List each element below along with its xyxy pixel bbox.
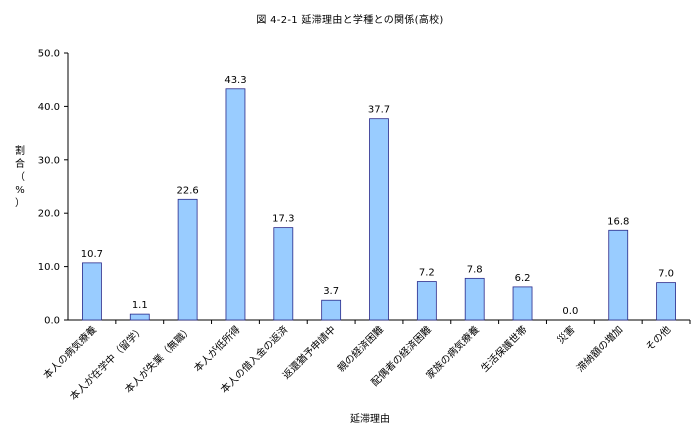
bar [177,198,198,321]
data-label: 7.2 [419,268,435,279]
data-label: 7.0 [658,269,674,280]
y-tick-label: 0.0 [44,316,60,327]
bar [321,299,342,321]
bar [608,229,629,321]
data-label: 0.0 [562,306,578,317]
bar [512,286,533,321]
data-label: 10.7 [81,249,103,260]
x-tick-label: 親の経済困難 [335,323,387,375]
data-label: 17.3 [272,214,294,225]
bar [225,88,246,321]
y-tick-label: 40.0 [38,102,60,113]
x-tick-label: 滞納額の増加 [574,323,626,375]
x-axis-label: 延滞理由 [350,414,390,425]
data-label: 37.7 [368,105,390,116]
y-tick-label: 50.0 [38,49,60,60]
data-label: 16.8 [607,216,629,227]
bar [464,277,485,321]
y-tick-label: 20.0 [38,209,60,220]
bar [656,282,676,321]
x-tick-label: その他 [643,323,673,353]
chart-title: 図 4-2-1 延滞理由と学種との関係(高校) [256,15,444,26]
y-axis-label: 割合（%） [15,146,25,209]
bar [273,227,294,321]
bar [416,281,437,321]
x-tick-label: 本人が低所得 [191,323,243,375]
x-tick-label: 災害 [554,323,577,346]
bar [129,313,150,321]
y-tick-label: 10.0 [38,262,60,273]
data-label: 1.1 [132,300,148,311]
y-tick-label: 30.0 [38,155,60,166]
bar [82,262,102,321]
data-label: 43.3 [224,75,246,86]
data-label: 7.8 [467,264,483,275]
data-label: 6.2 [515,273,531,284]
data-label: 22.6 [176,185,198,196]
data-label: 3.7 [323,286,339,297]
bar [369,118,389,321]
x-tick-label: 生活保護世帯 [478,323,530,375]
